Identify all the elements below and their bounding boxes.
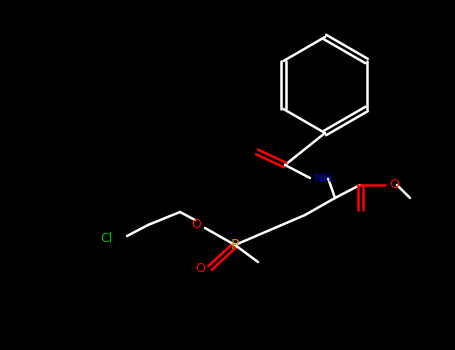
Text: P: P: [231, 238, 239, 252]
Text: Cl: Cl: [100, 231, 112, 245]
Text: NH: NH: [314, 172, 333, 184]
Text: O: O: [389, 178, 399, 191]
Text: O: O: [195, 261, 205, 274]
Text: O: O: [191, 217, 201, 231]
